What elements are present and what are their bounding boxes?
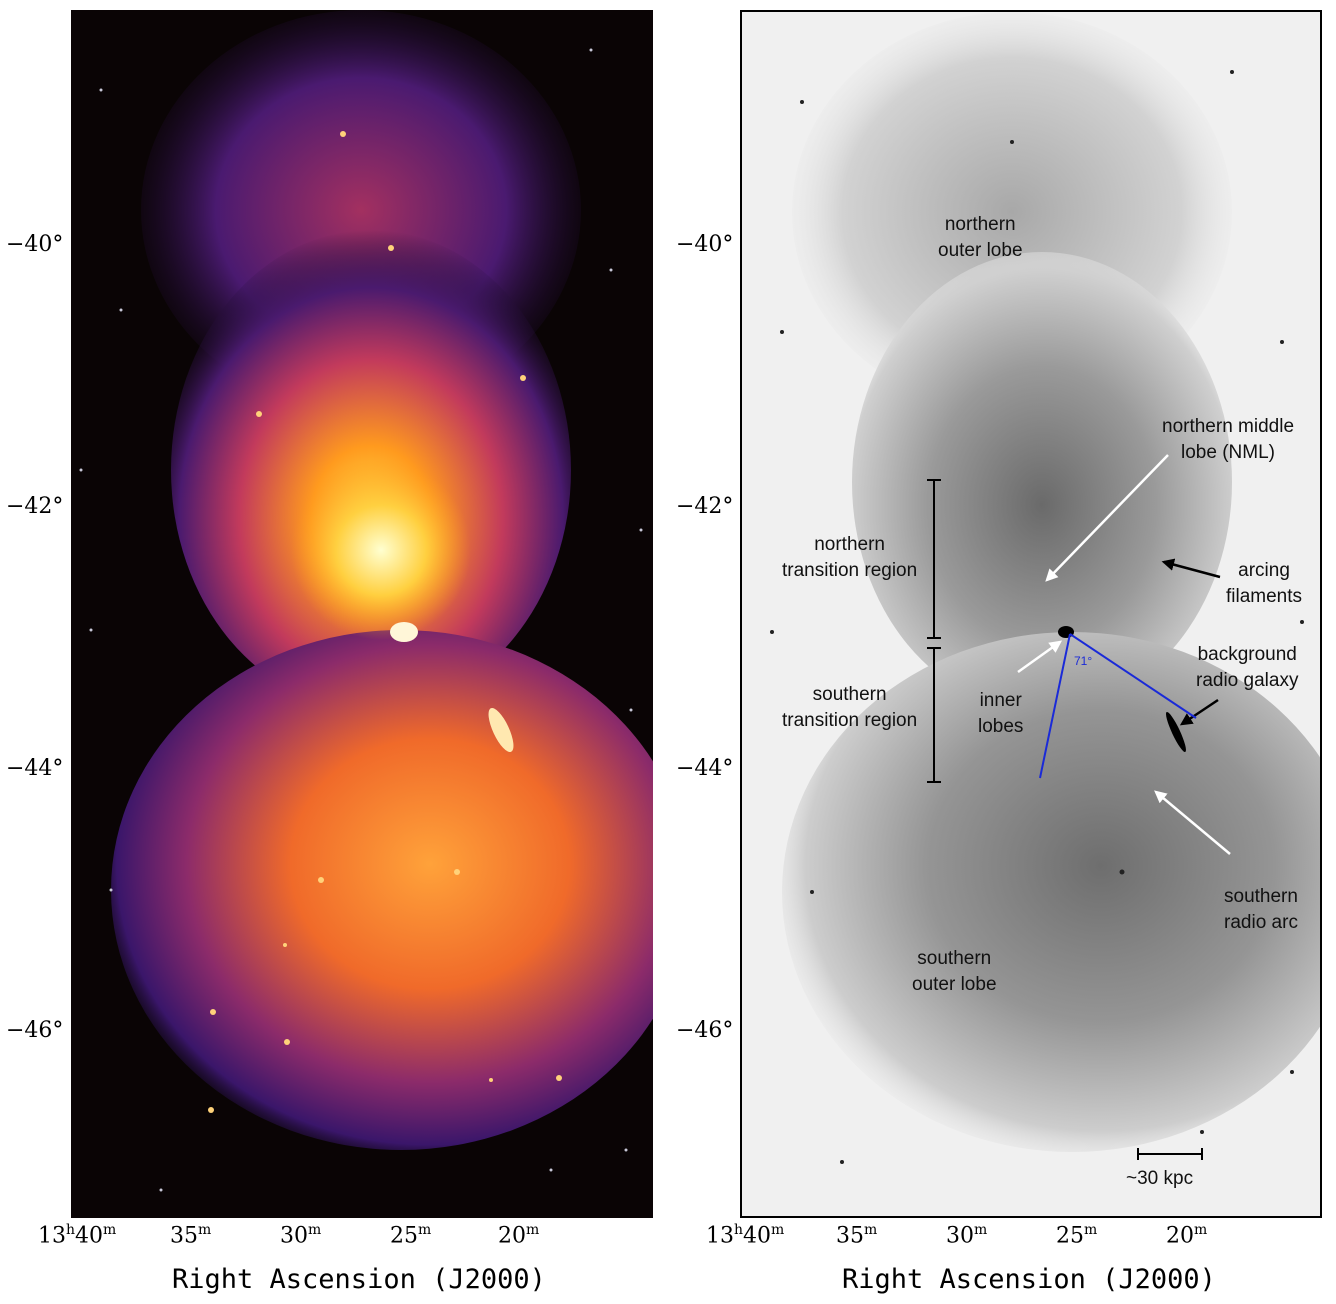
inner-lobes-arrow [1017,640,1063,674]
left-ra-tick-35: 35m [170,1222,212,1249]
radio-image-annotated-panel: northern outer lobe northern middle lobe (… [740,10,1322,1218]
scale-bar [1137,1148,1203,1160]
right-ra-tick-35: 35m [836,1222,878,1249]
left-dec-tick-42: −42° [6,494,64,519]
right-dec-tick-46: −46° [676,1018,734,1043]
label-angle: 71° [1074,654,1093,668]
southern-arc-arrow [1154,790,1231,855]
right-ra-tick-30: 30m [946,1222,988,1249]
angle-line-2 [1069,633,1197,719]
label-background-radio-galaxy: background radio galaxy [1196,644,1299,691]
angle-line-1 [1039,633,1071,779]
arcing-filaments-arrow [1161,558,1221,579]
label-southern-outer-lobe: southern outer lobe [912,948,997,995]
left-dec-tick-40: −40° [6,232,64,257]
label-inner-lobes: inner lobes [978,690,1024,737]
label-northern-middle-lobe: northern middle lobe (NML) [1162,416,1295,463]
label-scale-bar: ~30 kpc [1126,1168,1194,1189]
label-northern-outer-lobe: northern outer lobe [938,214,1023,261]
right-dec-tick-40: −40° [676,232,734,257]
radio-galaxy-color-image [79,10,653,1192]
left-x-axis-title: Right Ascension (J2000) [172,1264,546,1295]
right-x-axis-title: Right Ascension (J2000) [842,1264,1216,1295]
left-ra-tick-20: 20m [498,1222,540,1249]
right-dec-tick-44: −44° [676,756,734,781]
left-ra-tick-30: 30m [280,1222,322,1249]
left-dec-tick-44: −44° [6,756,64,781]
label-southern-radio-arc: southern radio arc [1224,886,1298,933]
right-ra-tick-40: 13h40m [706,1222,785,1249]
right-ra-tick-20: 20m [1166,1222,1208,1249]
radio-image-color-panel [71,10,653,1218]
left-ra-tick-40: 13h40m [38,1222,117,1249]
left-ra-tick-25: 25m [390,1222,432,1249]
right-dec-tick-42: −42° [676,494,734,519]
label-northern-transition-region: northern transition region [782,534,918,581]
left-dec-tick-46: −46° [6,1018,64,1043]
radio-galaxy-grey-image [770,12,1320,1164]
nml-arrow [1045,454,1169,582]
background-galaxy-arrow [1179,698,1219,726]
label-southern-transition-region: southern transition region [782,684,918,731]
transition-region-brackets [927,479,941,783]
right-ra-tick-25: 25m [1056,1222,1098,1249]
label-arcing-filaments: arcing filaments [1226,560,1303,607]
